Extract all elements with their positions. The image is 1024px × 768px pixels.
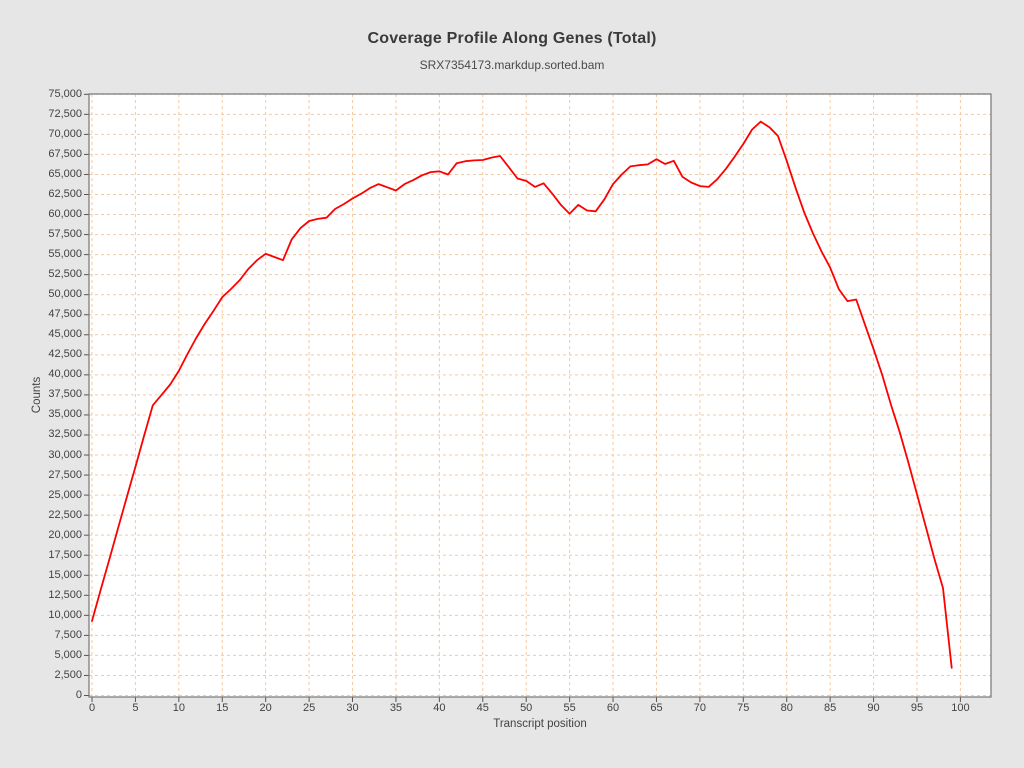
x-tick-label: 50 <box>520 702 533 714</box>
y-tick-label: 35,000 <box>48 408 82 421</box>
x-tick-label: 85 <box>824 702 837 714</box>
x-axis-title: Transcript position <box>493 718 587 730</box>
plot-border <box>88 93 992 698</box>
x-tick-label: 20 <box>259 702 272 714</box>
x-tick-label: 60 <box>606 702 620 714</box>
y-tick-label: 55,000 <box>48 248 82 261</box>
y-tick-label: 72,500 <box>48 107 82 120</box>
x-tick-label: 5 <box>132 702 139 714</box>
y-tick-label: 75,000 <box>48 87 82 100</box>
y-tick-label: 40,000 <box>48 368 82 381</box>
y-tick-label: 7,500 <box>54 628 82 641</box>
y-tick-label: 15,000 <box>48 568 82 581</box>
y-tick-label: 65,000 <box>48 167 82 180</box>
y-tick-label: 22,500 <box>48 508 82 521</box>
x-tick-label: 15 <box>216 702 229 714</box>
y-tick-label: 2,500 <box>54 668 82 681</box>
coverage-line <box>91 120 953 669</box>
y-tick-label: 42,500 <box>48 348 82 361</box>
vertical-gridlines <box>91 94 961 697</box>
y-tick-label: 47,500 <box>48 308 82 321</box>
x-tick-label: 55 <box>563 702 576 714</box>
y-tick-label: 27,500 <box>48 468 82 481</box>
y-tick-label: 30,000 <box>48 448 82 461</box>
y-tick-label: 10,000 <box>48 608 82 621</box>
x-tick-label: 90 <box>867 702 880 714</box>
x-tick-label: 95 <box>910 702 924 714</box>
y-tick-label: 17,500 <box>48 548 82 561</box>
x-tick-label: 25 <box>302 702 316 714</box>
y-tick-label: 52,500 <box>48 268 82 281</box>
y-tick-label: 32,500 <box>48 428 82 441</box>
y-tick-label: 20,000 <box>48 528 82 541</box>
y-tick-label: 12,500 <box>48 588 82 601</box>
y-tick-label: 70,000 <box>48 127 82 140</box>
x-tick-label: 30 <box>346 702 359 714</box>
y-tick-label: 57,500 <box>48 228 82 241</box>
y-tick-label: 67,500 <box>48 147 82 160</box>
x-tick-label: 45 <box>476 702 489 714</box>
x-tick-label: 70 <box>693 702 706 714</box>
x-tick-label: 35 <box>389 702 403 714</box>
y-tick-label: 0 <box>75 689 82 701</box>
x-tick-label: 10 <box>172 702 185 714</box>
x-tick-label: 65 <box>650 702 663 714</box>
x-tick-label: 100 <box>951 702 970 714</box>
y-tick-label: 37,500 <box>48 388 82 401</box>
chart-title: Coverage Profile Along Genes (Total) <box>367 30 657 47</box>
x-tick-label: 75 <box>737 702 750 714</box>
y-tick-label: 60,000 <box>48 208 82 221</box>
x-tick-label: 40 <box>433 702 446 714</box>
y-tick-label: 62,500 <box>48 188 82 200</box>
plot-area <box>84 93 992 702</box>
x-tick-label: 80 <box>780 702 793 714</box>
horizontal-gridlines <box>89 93 991 696</box>
y-tick-label: 5,000 <box>54 648 82 661</box>
y-tick-label: 50,000 <box>48 288 82 301</box>
y-tick-label: 45,000 <box>48 328 82 341</box>
axis-tick-marks <box>84 93 961 702</box>
x-tick-label: 0 <box>88 702 96 714</box>
chart-subtitle: SRX7354173.markdup.sorted.bam <box>419 58 605 72</box>
y-tick-label: 25,000 <box>48 488 82 501</box>
